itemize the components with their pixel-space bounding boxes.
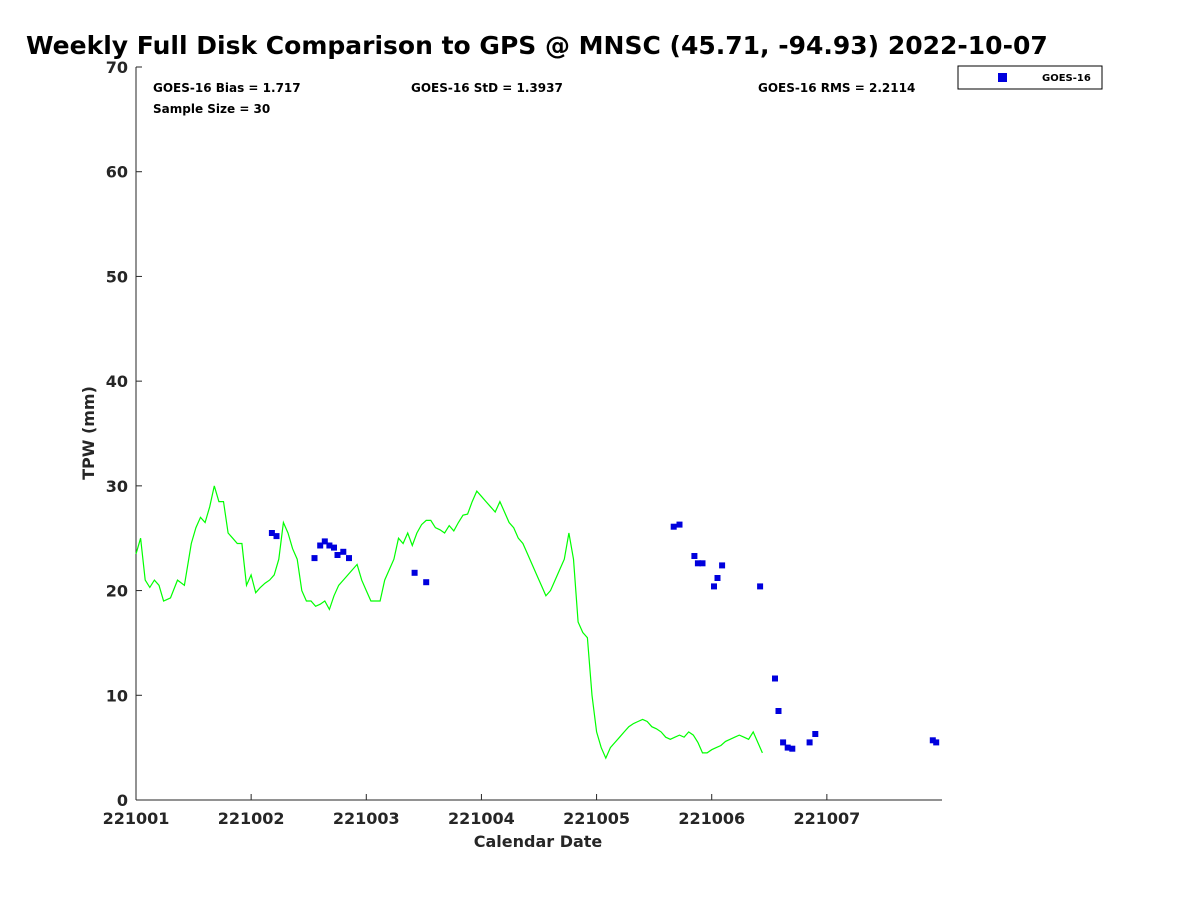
- x-tick-label: 221007: [793, 809, 860, 828]
- goes-16-point: [311, 555, 318, 562]
- x-axis-label: Calendar Date: [474, 832, 603, 851]
- goes-16-point: [317, 542, 324, 549]
- legend-label: GOES-16: [1042, 73, 1091, 84]
- goes-16-point: [789, 745, 796, 752]
- bias-text: GOES-16 Bias = 1.717: [153, 81, 301, 95]
- goes-16-point: [780, 739, 787, 746]
- goes-16-point: [933, 739, 940, 746]
- goes-16-point: [670, 523, 677, 530]
- goes-16-point: [694, 560, 701, 567]
- goes-16-point: [711, 583, 717, 590]
- x-tick-label: 221003: [333, 809, 400, 828]
- goes-16-point: [812, 731, 819, 737]
- y-tick-label: 70: [106, 58, 128, 77]
- legend: GOES-16: [957, 65, 1103, 90]
- goes-16-point: [411, 569, 418, 576]
- y-tick-label: 40: [106, 372, 128, 391]
- goes-16-point: [806, 739, 813, 746]
- goes-16-point: [772, 675, 778, 682]
- goes-16-point: [784, 744, 791, 751]
- goes-16-point: [423, 579, 430, 586]
- goes-16-point: [268, 530, 275, 536]
- goes-16-point: [775, 708, 782, 714]
- x-ticks: 221001 221002 221003 221004 221005 221006 2210…: [103, 794, 860, 828]
- chart-title: Weekly Full Disk Comparison to GPS @ MNS…: [26, 31, 1048, 60]
- y-tick-label: 50: [106, 267, 128, 286]
- plot-area: [135, 485, 940, 760]
- x-tick-label: 221005: [563, 809, 630, 828]
- sample-size-text: Sample Size = 30: [153, 102, 270, 116]
- x-tick-label: 221006: [678, 809, 745, 828]
- goes-16-point: [346, 555, 352, 562]
- goes-16-point: [321, 538, 328, 545]
- goes-16-points: [268, 521, 940, 752]
- legend-marker: [998, 73, 1007, 82]
- y-axis-label: TPW (mm): [79, 386, 98, 480]
- goes-16-point: [757, 583, 764, 590]
- y-tick-label: 60: [106, 163, 128, 182]
- goes-16-point: [331, 544, 337, 551]
- x-tick-label: 221001: [103, 809, 170, 828]
- legend-box: [957, 65, 1103, 90]
- goes-16-point: [334, 552, 341, 558]
- gps-tpw-line: [135, 485, 763, 760]
- goes-16-point: [719, 562, 726, 569]
- y-ticks: 0 10 20 30 40 50 60 70: [106, 58, 142, 810]
- goes-16-point: [714, 575, 721, 581]
- x-tick-label: 221004: [448, 809, 515, 828]
- goes-16-point: [699, 560, 706, 567]
- goes-16-point: [691, 553, 698, 559]
- goes-16-point: [326, 542, 333, 549]
- y-tick-label: 0: [117, 791, 128, 810]
- y-tick-label: 20: [106, 582, 128, 601]
- y-tick-label: 30: [106, 477, 128, 496]
- y-tick-label: 10: [106, 686, 128, 705]
- rms-text: GOES-16 RMS = 2.2114: [758, 81, 915, 95]
- goes-16-point: [340, 548, 347, 555]
- std-text: GOES-16 StD = 1.3937: [411, 81, 563, 95]
- goes-16-point: [676, 521, 683, 528]
- goes-16-point: [273, 533, 280, 540]
- x-tick-label: 221002: [218, 809, 285, 828]
- goes-16-point: [929, 737, 936, 744]
